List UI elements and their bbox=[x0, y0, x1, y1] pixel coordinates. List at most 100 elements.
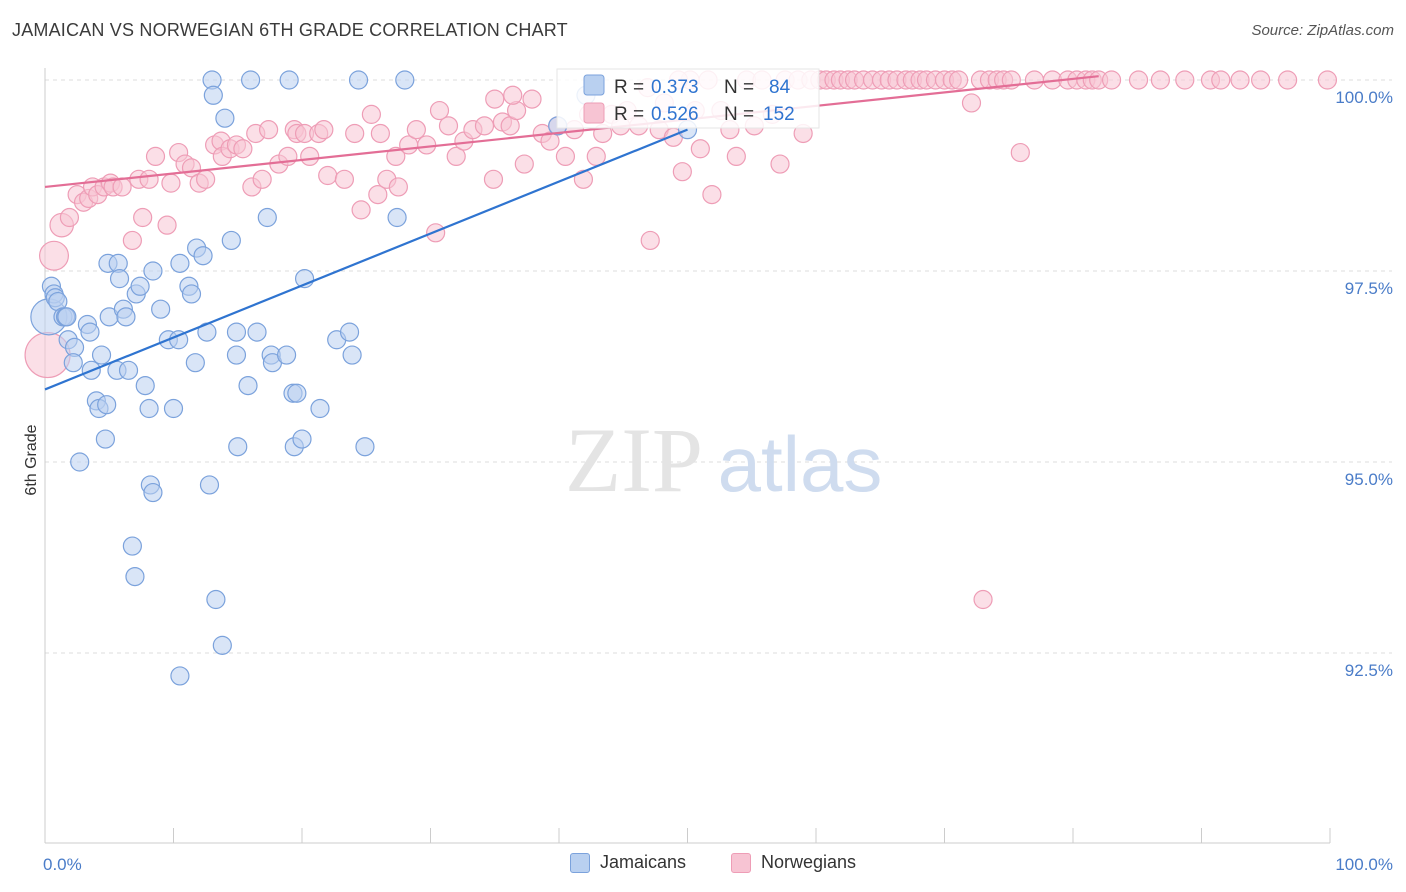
jamaicans-point bbox=[163, 398, 184, 419]
norwegians-point bbox=[122, 230, 142, 251]
norwegians-point bbox=[196, 169, 216, 189]
jamaicans-point bbox=[170, 666, 190, 686]
chart-title: JAMAICAN VS NORWEGIAN 6TH GRADE CORRELAT… bbox=[12, 20, 568, 40]
norwegians-point bbox=[133, 207, 153, 228]
trend-lines bbox=[44, 75, 1099, 391]
series-legend: Jamaicans Norwegians bbox=[0, 852, 1406, 878]
jamaicans-point bbox=[193, 246, 213, 266]
jamaicans-point bbox=[118, 360, 139, 380]
y-tick-label: 100.0% bbox=[1335, 88, 1393, 107]
jamaicans-point bbox=[203, 85, 223, 105]
jamaicans-point bbox=[228, 437, 248, 457]
source-credit: Source: ZipAtlas.com bbox=[1251, 22, 1394, 39]
norwegians-point bbox=[503, 85, 523, 105]
norwegians-point bbox=[961, 93, 982, 113]
jamaicans-point bbox=[125, 566, 145, 587]
norwegians-point bbox=[573, 169, 594, 189]
jamaicans-point bbox=[395, 70, 415, 90]
legend-swatch bbox=[731, 852, 751, 873]
norwegians-point bbox=[1101, 70, 1122, 90]
norwegians-point bbox=[161, 173, 181, 193]
y-axis-label: 6th Grade bbox=[23, 424, 40, 495]
norwegians-point bbox=[388, 177, 408, 197]
jamaicans-point bbox=[279, 70, 299, 90]
y-tick-label: 95.0% bbox=[1345, 470, 1393, 489]
jamaicans-point bbox=[122, 536, 142, 556]
norwegians-point bbox=[59, 207, 80, 228]
jamaicans-point bbox=[206, 589, 226, 610]
jamaicans-point bbox=[97, 395, 117, 415]
norwegians-point bbox=[368, 185, 388, 205]
legend-item-norwegians[interactable]: Norwegians bbox=[731, 852, 856, 873]
norwegians-point bbox=[1150, 70, 1170, 90]
norwegians-point bbox=[300, 146, 320, 166]
norwegians-point bbox=[1128, 70, 1149, 90]
norwegians-point bbox=[690, 139, 710, 159]
norwegians-point bbox=[1277, 70, 1298, 90]
legend-item-jamaicans[interactable]: Jamaicans bbox=[570, 852, 686, 873]
jamaicans-point bbox=[247, 322, 267, 342]
norwegians-point bbox=[973, 589, 993, 610]
legend-n-value: 152 bbox=[763, 104, 795, 125]
legend-r-label: R = bbox=[614, 104, 644, 125]
norwegians-point bbox=[112, 177, 132, 197]
jamaicans-point bbox=[355, 437, 375, 457]
norwegians-point bbox=[139, 169, 159, 189]
jamaicans-point bbox=[310, 398, 330, 419]
norwegians-point bbox=[640, 230, 660, 251]
norwegians-point bbox=[483, 169, 504, 189]
jamaicans-point bbox=[387, 207, 407, 228]
jamaicans-point bbox=[199, 475, 220, 495]
jamaicans-point bbox=[241, 70, 261, 90]
norwegians-point bbox=[426, 223, 446, 243]
norwegians-point bbox=[252, 169, 272, 189]
watermark: ZIP atlas bbox=[565, 409, 882, 511]
jamaicans-point bbox=[342, 345, 362, 365]
legend-swatch-norwegians bbox=[583, 102, 605, 124]
jamaicans-point bbox=[276, 345, 297, 365]
norwegians-point bbox=[361, 104, 381, 124]
norwegians-point bbox=[770, 154, 790, 174]
norwegians-point bbox=[555, 146, 576, 166]
jamaicans-point bbox=[339, 322, 360, 342]
jamaicans-point bbox=[63, 353, 83, 373]
jamaicans-point bbox=[348, 70, 369, 90]
data-points bbox=[24, 70, 1338, 686]
legend-r-value: 0.373 bbox=[651, 77, 699, 98]
legend-swatch-jamaicans bbox=[583, 74, 605, 96]
jamaicans-point bbox=[238, 376, 258, 396]
legend-swatch bbox=[570, 852, 590, 873]
tick-labels: 100.0% 97.5% 95.0% 92.5% 0.0% 100.0% bbox=[43, 88, 1393, 874]
legend-n-label: N = bbox=[724, 104, 754, 125]
norwegians-point bbox=[1211, 70, 1231, 90]
norwegians-point bbox=[233, 139, 253, 159]
legend-r-label: R = bbox=[614, 77, 644, 98]
norwegians-point bbox=[446, 146, 466, 166]
norwegians-point bbox=[586, 146, 606, 166]
jamaicans-point bbox=[181, 284, 202, 304]
norwegians-point bbox=[351, 200, 371, 220]
norwegians-point bbox=[1251, 70, 1271, 90]
watermark-zip: ZIP bbox=[565, 409, 703, 511]
norwegians-point bbox=[949, 70, 969, 90]
norwegians-point bbox=[540, 131, 560, 151]
legend-n-label: N = bbox=[724, 77, 754, 98]
jamaicans-point bbox=[143, 261, 163, 281]
jamaicans-point bbox=[257, 207, 277, 228]
jamaicans-point bbox=[130, 276, 150, 296]
norwegians-point bbox=[1024, 70, 1045, 90]
norwegians-point bbox=[672, 162, 692, 182]
norwegians-point bbox=[314, 120, 334, 140]
x-tick-label: 100.0% bbox=[1335, 855, 1393, 874]
x-tick-label: 0.0% bbox=[43, 855, 82, 874]
jamaicans-point bbox=[212, 635, 232, 655]
jamaicans-point bbox=[170, 253, 190, 273]
norwegians-point bbox=[417, 135, 437, 155]
jamaicans-point bbox=[287, 383, 307, 403]
norwegians-point bbox=[474, 116, 495, 136]
y-tick-label: 92.5% bbox=[1345, 661, 1393, 680]
jamaicans-point bbox=[226, 322, 247, 342]
legend-label: Norwegians bbox=[761, 852, 857, 872]
norwegians-point bbox=[1010, 142, 1030, 163]
